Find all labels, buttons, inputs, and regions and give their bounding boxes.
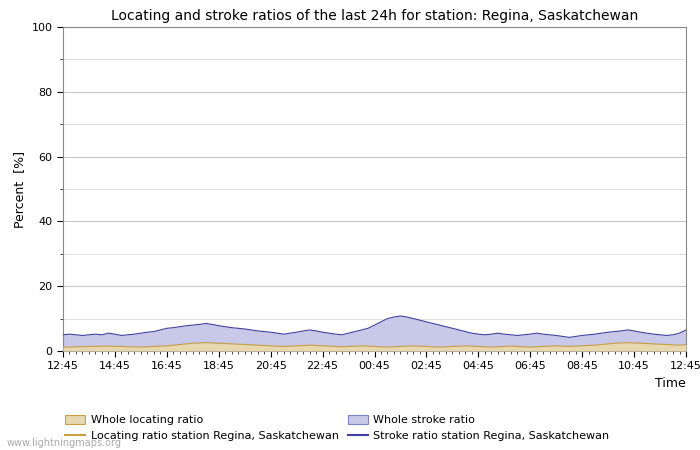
- Text: www.lightningmaps.org: www.lightningmaps.org: [7, 438, 122, 448]
- Y-axis label: Percent  [%]: Percent [%]: [13, 150, 26, 228]
- Legend: Whole locating ratio, Locating ratio station Regina, Saskatchewan, Whole stroke : Whole locating ratio, Locating ratio sta…: [65, 415, 609, 441]
- X-axis label: Time: Time: [655, 377, 686, 390]
- Title: Locating and stroke ratios of the last 24h for station: Regina, Saskatchewan: Locating and stroke ratios of the last 2…: [111, 9, 638, 23]
